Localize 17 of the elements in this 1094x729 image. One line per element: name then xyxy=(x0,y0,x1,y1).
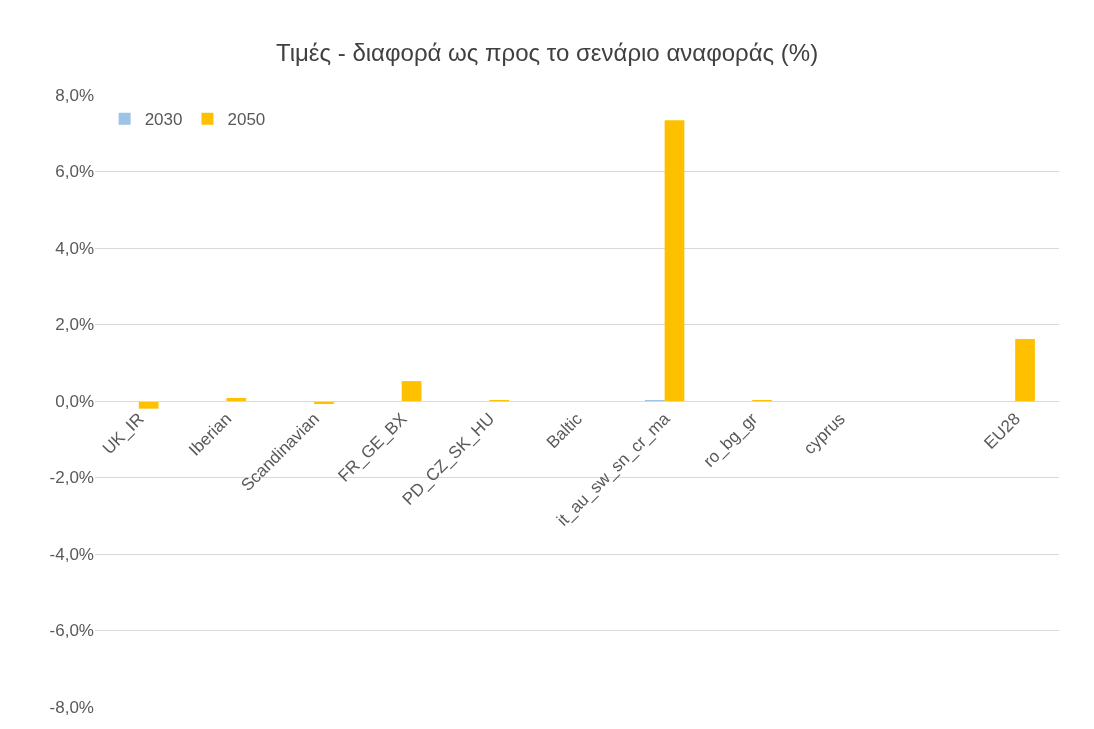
bar xyxy=(664,120,685,401)
bar xyxy=(138,401,159,409)
y-tick-label: -4,0% xyxy=(49,544,94,564)
bar xyxy=(1015,339,1035,401)
y-tick-label: 6,0% xyxy=(55,162,94,182)
legend-label: 2050 xyxy=(227,110,266,130)
y-tick-label: 2,0% xyxy=(55,315,94,335)
legend-label: 2030 xyxy=(144,110,183,130)
bar xyxy=(401,381,422,401)
y-tick-label: -2,0% xyxy=(49,468,94,488)
y-tick-label: -6,0% xyxy=(49,621,94,641)
y-tick-label: -8,0% xyxy=(49,697,94,717)
chart-title: Τιμές - διαφορά ως προς το σενάριο αναφοράς (%) xyxy=(275,38,819,66)
bar xyxy=(226,397,247,401)
y-tick-label: 4,0% xyxy=(55,238,94,258)
y-tick-label: 8,0% xyxy=(55,85,94,105)
y-tick-label: 0,0% xyxy=(55,391,94,411)
